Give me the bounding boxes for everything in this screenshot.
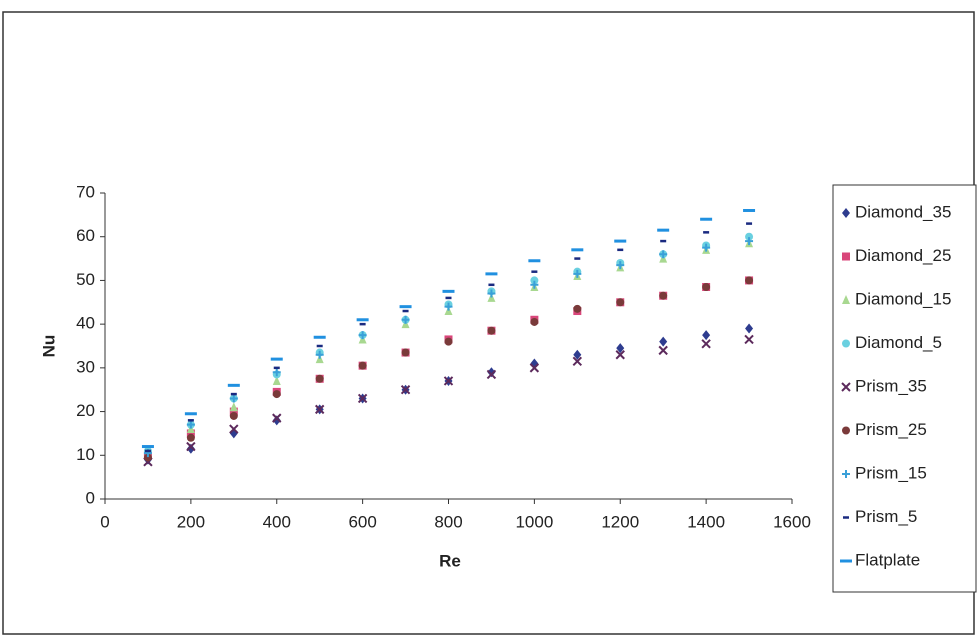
data-point (315, 374, 324, 383)
data-point (745, 323, 754, 334)
data-point (358, 331, 367, 340)
data-point (659, 336, 668, 347)
data-point (272, 368, 281, 377)
y-tick-label: 70 (76, 182, 95, 201)
data-point (229, 424, 239, 434)
data-point (229, 394, 238, 403)
data-point (487, 326, 496, 335)
data-point (272, 390, 281, 399)
data-point (272, 413, 282, 423)
legend-label: Diamond_5 (855, 333, 942, 352)
data-point (658, 345, 668, 356)
y-tick-label: 0 (86, 488, 95, 507)
data-point (444, 337, 453, 346)
legend-marker (841, 382, 851, 392)
legend-marker (842, 295, 850, 304)
x-tick-label: 800 (434, 512, 462, 531)
data-point (400, 385, 411, 395)
legend-label: Diamond_15 (855, 289, 951, 308)
data-point (701, 339, 711, 349)
data-point (272, 415, 281, 426)
data-point (702, 243, 711, 252)
legend-label: Prism_25 (855, 420, 927, 439)
x-tick-label: 1000 (515, 512, 553, 531)
data-point (487, 289, 496, 298)
data-point (616, 343, 625, 354)
data-point (315, 350, 324, 359)
data-point (745, 237, 754, 246)
legend-marker (842, 339, 850, 348)
data-point (487, 367, 496, 378)
data-point (229, 407, 238, 416)
data-point (573, 349, 582, 360)
legend-label: Prism_5 (855, 507, 917, 526)
data-point (573, 269, 582, 278)
x-tick-label: 600 (348, 512, 376, 531)
data-point (444, 302, 453, 311)
data-point (745, 276, 754, 285)
y-tick-label: 40 (76, 314, 95, 333)
y-axis-label: Nu (39, 335, 58, 358)
data-point (659, 250, 668, 259)
legend-marker (842, 208, 850, 218)
legend-label: Prism_15 (855, 463, 927, 482)
x-axis-label: Re (439, 551, 461, 570)
data-point (529, 363, 540, 373)
data-point (186, 420, 195, 429)
legend-marker (842, 426, 850, 435)
data-point (702, 282, 711, 291)
data-point (272, 375, 281, 385)
y-tick-label: 20 (76, 401, 95, 420)
data-point (186, 443, 195, 454)
x-tick-label: 1600 (773, 512, 811, 531)
x-tick-label: 200 (177, 512, 205, 531)
data-point (229, 411, 238, 420)
data-point (229, 402, 238, 412)
data-point (443, 376, 454, 386)
data-point (186, 433, 195, 442)
data-point (358, 361, 367, 370)
legend-marker (842, 252, 850, 261)
data-point (486, 369, 497, 380)
x-tick-label: 1400 (687, 512, 725, 531)
legend-label: Flatplate (855, 550, 920, 569)
data-point (401, 315, 410, 324)
data-point (572, 356, 583, 367)
x-tick-label: 400 (263, 512, 291, 531)
data-point (143, 453, 152, 462)
legend-marker (842, 470, 850, 478)
data-point (357, 393, 368, 404)
data-point (616, 261, 625, 270)
data-point (615, 350, 625, 360)
data-point (659, 291, 668, 300)
data-point (530, 276, 539, 285)
legend-label: Diamond_25 (855, 246, 951, 265)
y-tick-label: 60 (76, 226, 95, 245)
data-point (573, 304, 582, 313)
data-point (702, 330, 711, 341)
y-tick-label: 50 (76, 270, 95, 289)
x-tick-label: 0 (100, 512, 109, 531)
legend-label: Diamond_35 (855, 202, 951, 221)
y-tick-label: 10 (76, 445, 95, 464)
legend-label: Prism_35 (855, 376, 927, 395)
data-point (314, 404, 325, 415)
data-point (530, 317, 539, 326)
data-point (616, 298, 625, 307)
legend-box (832, 184, 977, 593)
data-point (186, 429, 195, 438)
y-tick-label: 30 (76, 357, 95, 376)
chart-frame (2, 11, 975, 635)
data-point (401, 348, 410, 357)
data-point (186, 441, 196, 452)
data-point (744, 334, 754, 345)
data-point (530, 280, 539, 289)
x-tick-label: 1200 (601, 512, 639, 531)
data-point (745, 232, 754, 241)
